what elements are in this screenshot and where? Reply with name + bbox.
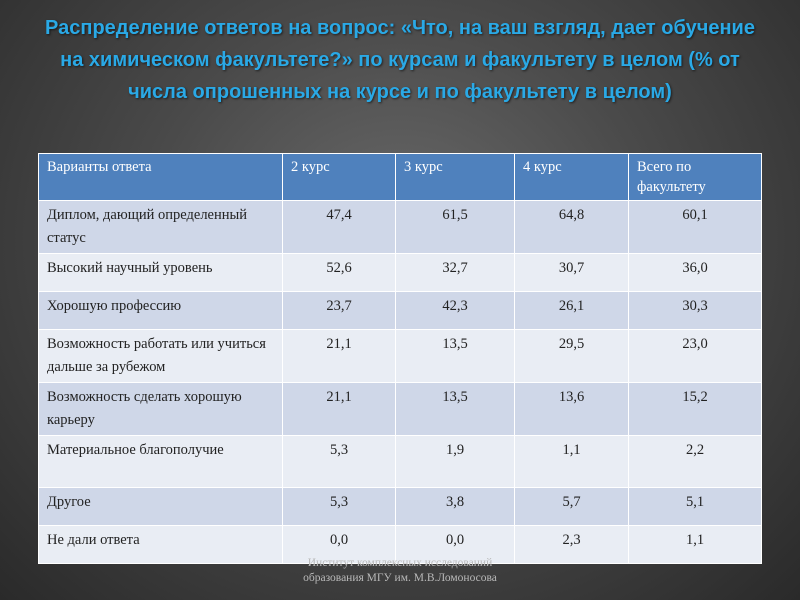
row-label: Диплом, дающий определенный статус	[38, 200, 283, 254]
cell-value: 36,0	[628, 253, 762, 292]
results-table-container: Варианты ответа 2 курс 3 курс 4 курс Все…	[38, 153, 762, 564]
table-row: Возможность работать или учиться дальше …	[38, 329, 762, 383]
cell-value: 30,3	[628, 291, 762, 330]
table-row: Хорошую профессию 23,7 42,3 26,1 30,3	[38, 291, 762, 330]
source-footer: Институт комплексных исследований образо…	[250, 556, 550, 586]
cell-value: 0,0	[395, 525, 515, 564]
cell-value: 1,1	[628, 525, 762, 564]
cell-value: 64,8	[514, 200, 629, 254]
table-row: Материальное благополучие 5,3 1,9 1,1 2,…	[38, 435, 762, 488]
cell-value: 32,7	[395, 253, 515, 292]
cell-value: 13,5	[395, 382, 515, 436]
cell-value: 42,3	[395, 291, 515, 330]
row-label: Не дали ответа	[38, 525, 283, 564]
cell-value: 21,1	[282, 382, 396, 436]
cell-value: 13,5	[395, 329, 515, 383]
cell-value: 1,9	[395, 435, 515, 488]
cell-value: 3,8	[395, 487, 515, 526]
header-year-2: 2 курс	[282, 153, 396, 201]
table-row: Высокий научный уровень 52,6 32,7 30,7 3…	[38, 253, 762, 292]
table-header-row: Варианты ответа 2 курс 3 курс 4 курс Все…	[38, 153, 762, 201]
row-label: Другое	[38, 487, 283, 526]
cell-value: 5,1	[628, 487, 762, 526]
cell-value: 5,3	[282, 435, 396, 488]
cell-value: 5,3	[282, 487, 396, 526]
cell-value: 60,1	[628, 200, 762, 254]
row-label: Высокий научный уровень	[38, 253, 283, 292]
slide-title: Распределение ответов на вопрос: «Что, н…	[45, 17, 755, 103]
results-table: Варианты ответа 2 курс 3 курс 4 курс Все…	[38, 153, 762, 564]
cell-value: 1,1	[514, 435, 629, 488]
cell-value: 29,5	[514, 329, 629, 383]
cell-value: 2,2	[628, 435, 762, 488]
cell-value: 2,3	[514, 525, 629, 564]
cell-value: 21,1	[282, 329, 396, 383]
row-label: Возможность работать или учиться дальше …	[38, 329, 283, 383]
table-row: Не дали ответа 0,0 0,0 2,3 1,1	[38, 525, 762, 564]
cell-value: 13,6	[514, 382, 629, 436]
cell-value: 23,0	[628, 329, 762, 383]
row-label: Материальное благополучие	[38, 435, 283, 488]
footer-line-institute: Институт комплексных исследований	[307, 557, 493, 569]
cell-value: 30,7	[514, 253, 629, 292]
cell-value: 23,7	[282, 291, 396, 330]
header-year-4: 4 курс	[514, 153, 629, 201]
table-row: Диплом, дающий определенный статус 47,4 …	[38, 200, 762, 254]
table-row: Возможность сделать хорошую карьеру 21,1…	[38, 382, 762, 436]
table-row: Другое 5,3 3,8 5,7 5,1	[38, 487, 762, 526]
cell-value: 47,4	[282, 200, 396, 254]
header-answer-options: Варианты ответа	[38, 153, 283, 201]
cell-value: 15,2	[628, 382, 762, 436]
header-faculty-total: Всего по факультету	[628, 153, 762, 201]
header-year-3: 3 курс	[395, 153, 515, 201]
cell-value: 52,6	[282, 253, 396, 292]
cell-value: 26,1	[514, 291, 629, 330]
row-label: Хорошую профессию	[38, 291, 283, 330]
cell-value: 61,5	[395, 200, 515, 254]
cell-value: 5,7	[514, 487, 629, 526]
footer-line-university: образования МГУ им. М.В.Ломоносова	[303, 572, 497, 584]
row-label: Возможность сделать хорошую карьеру	[38, 382, 283, 436]
